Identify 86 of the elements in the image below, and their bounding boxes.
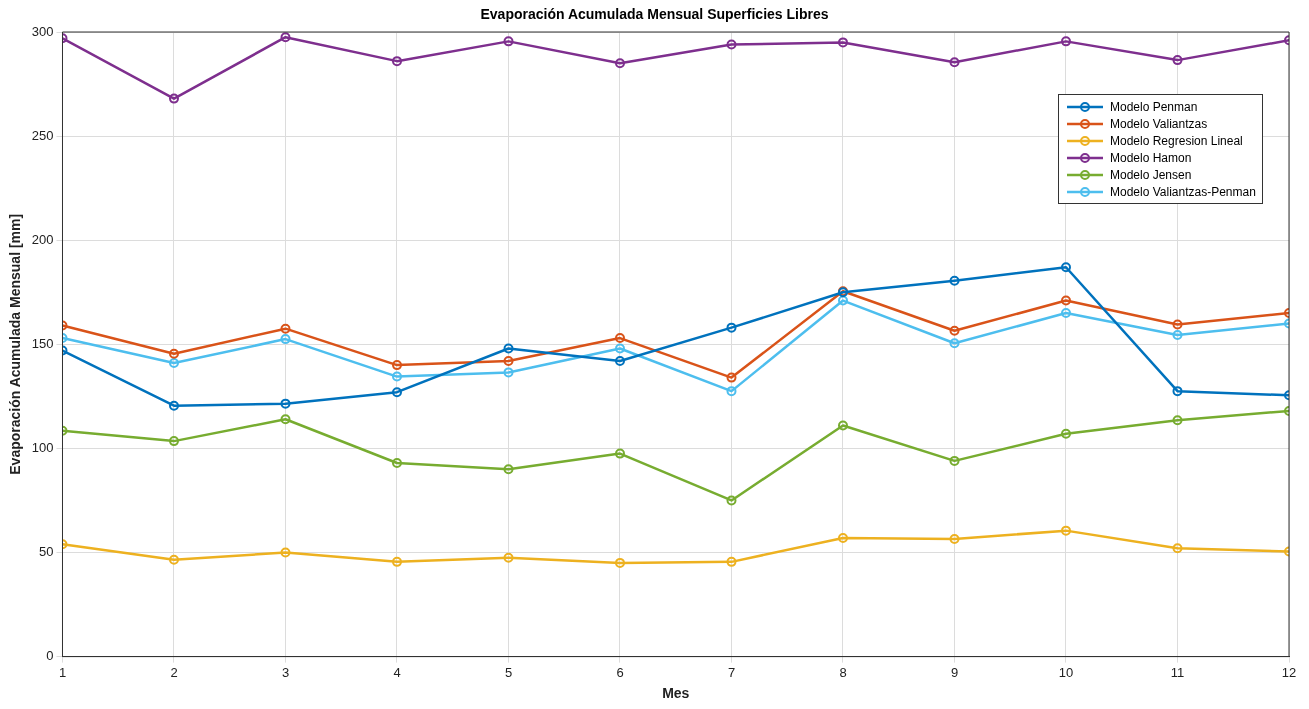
point [1061,428,1071,439]
point [391,556,402,567]
y-tick-label: 200 [31,231,54,247]
x-tick-label: 9 [950,664,959,680]
point [949,325,960,336]
point [1172,543,1183,554]
point [1061,295,1071,306]
legend-label: Modelo Valiantzas [1110,116,1208,131]
y-tick-label: 150 [31,335,54,351]
point [838,532,848,543]
point [949,57,960,68]
point [391,371,402,382]
y-tick-label: 300 [31,23,54,39]
point [503,343,514,354]
y-axis-title: Evaporación Acumulada Mensual [mm] [7,213,24,475]
point [1172,319,1183,330]
point [168,400,179,411]
x-tick-label: 1 [58,664,67,680]
legend-label: Modelo Jensen [1110,167,1192,182]
point [280,323,291,334]
point [726,386,737,397]
y-tick-label: 100 [31,439,54,455]
x-tick-label: 10 [1058,664,1074,680]
point [168,554,179,565]
x-tick-label: 4 [393,664,401,680]
point [615,448,625,459]
point [949,455,960,466]
point [503,355,514,366]
legend-label: Modelo Hamon [1110,150,1192,165]
point [1061,36,1071,47]
y-tick-label: 50 [39,544,54,560]
x-tick-label: 2 [170,664,178,680]
point [615,58,625,69]
x-axis-title: Mes [662,685,690,702]
point [503,36,514,47]
point [949,533,960,544]
point [1172,386,1183,397]
point [1061,262,1071,273]
point [168,436,179,447]
point [280,334,291,345]
point [615,557,625,568]
x-tick-label: 7 [727,664,736,680]
point [726,495,737,506]
legend-label: Modelo Regresion Lineal [1110,133,1243,148]
x-tick-label: 3 [281,664,290,680]
legend-label: Modelo Penman [1110,99,1198,114]
point [1172,415,1183,426]
point [726,372,737,383]
point [280,398,291,409]
point [1172,329,1183,340]
x-tick-label: 11 [1170,664,1185,680]
chart-title: Evaporación Acumulada Mensual Superficies Libres [479,6,830,22]
x-tick-label: 12 [1281,664,1297,680]
point [168,93,179,104]
point [391,56,402,67]
point [615,343,625,354]
point [726,556,737,567]
point [503,552,514,563]
point [726,39,737,50]
point [949,275,960,286]
point [726,322,737,333]
point [1061,525,1071,536]
point [615,333,625,344]
x-tick-label: 6 [616,664,624,680]
x-tick-label: 5 [504,664,513,680]
point [391,360,402,371]
point [838,295,848,306]
point [615,355,625,366]
y-tick-label: 250 [31,127,54,143]
point [391,387,402,398]
point [503,367,514,378]
point [168,348,179,359]
point [168,358,179,369]
point [280,547,291,558]
point [838,37,848,48]
y-tick-label: 0 [46,648,54,664]
point [1172,55,1183,66]
point [1061,308,1071,319]
point [280,414,291,425]
point [949,338,960,349]
point [280,32,291,43]
point [391,457,402,468]
legend-label: Modelo Valiantzas-Penman [1110,184,1256,199]
point [503,464,514,475]
point [838,420,848,431]
x-tick-label: 8 [839,664,847,680]
